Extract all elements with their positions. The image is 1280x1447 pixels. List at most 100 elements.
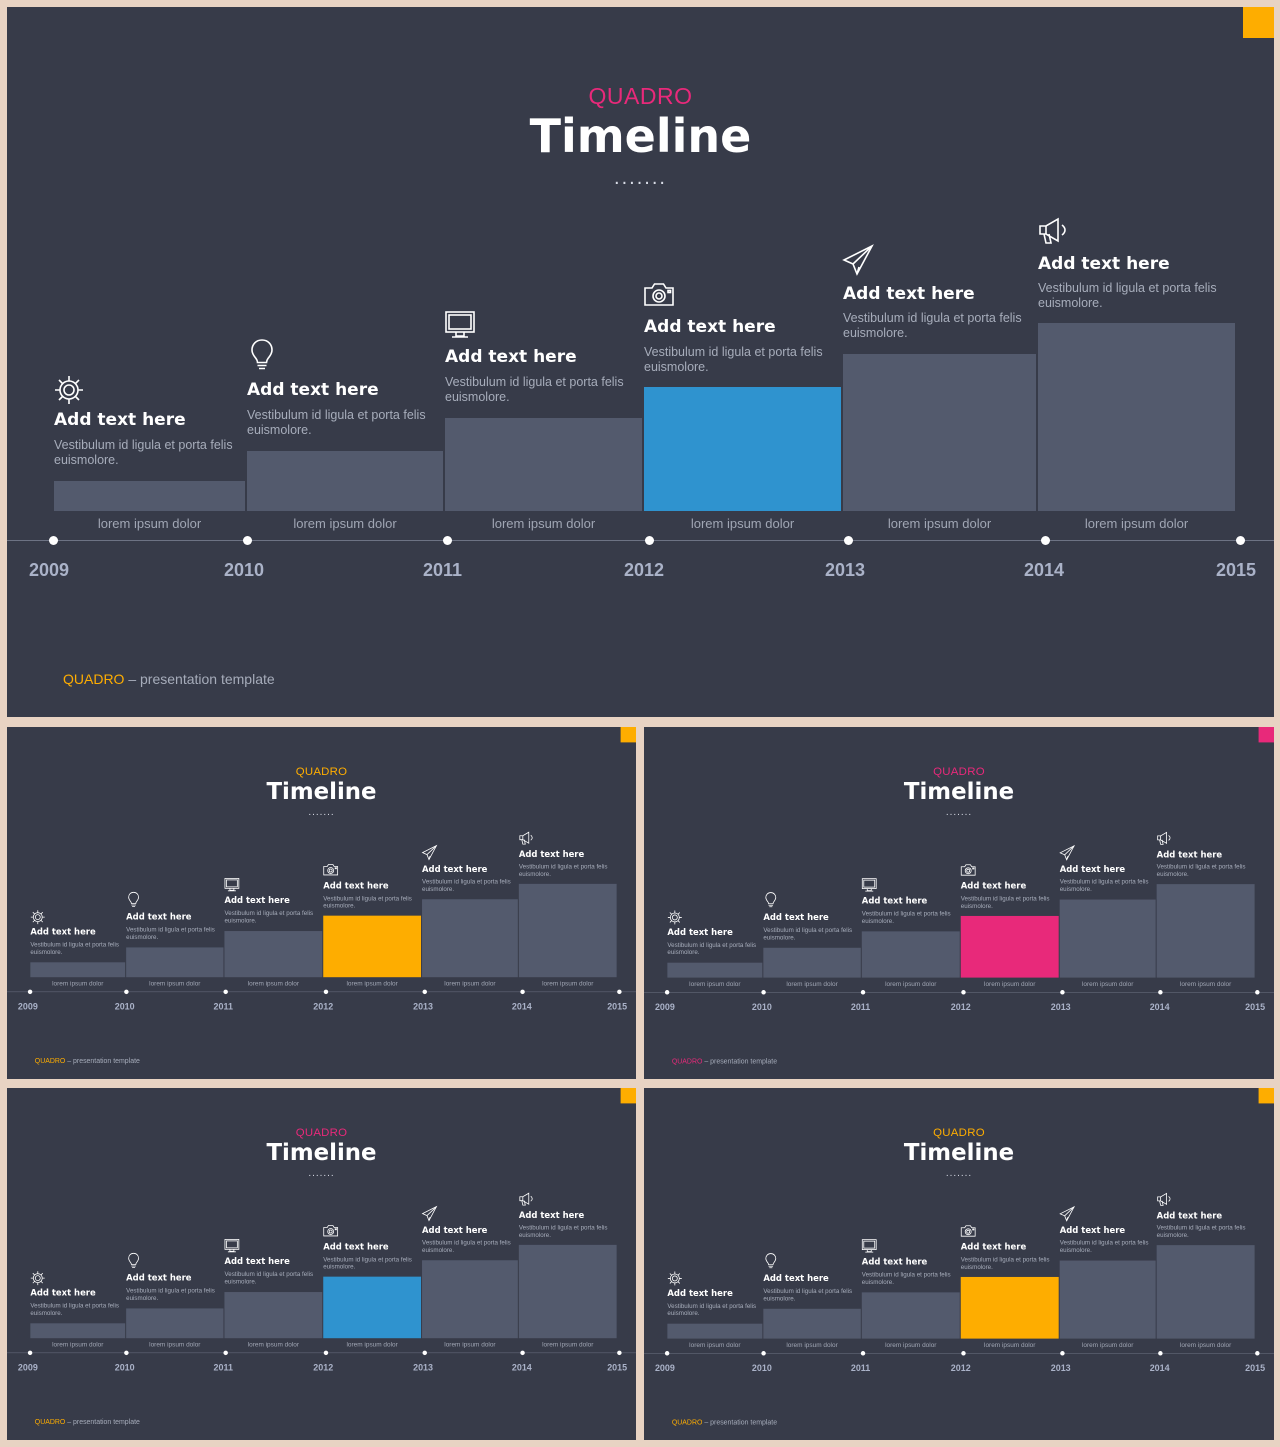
timeline-bar <box>518 883 617 978</box>
step-title: Add text here <box>224 895 290 906</box>
gear-icon <box>29 909 46 926</box>
lightbulb-icon <box>245 337 279 371</box>
timeline-marker <box>1254 990 1260 995</box>
timeline-marker <box>616 1350 622 1356</box>
timeline-marker <box>1157 1351 1163 1356</box>
megaphone-icon <box>518 830 535 847</box>
footer-brand: QUADRO <box>671 1418 703 1427</box>
step-caption: lorem ipsum dolor <box>52 979 104 988</box>
year-label: 2011 <box>423 560 463 580</box>
brand-label: QUADRO <box>295 764 348 778</box>
step-title: Add text here <box>54 410 186 430</box>
step-title: Add text here <box>126 1273 192 1284</box>
step-title: Add text here <box>445 347 577 367</box>
timeline-marker <box>860 990 866 995</box>
camera-icon <box>960 861 977 878</box>
slide-content: QUADRO Timeline....... Add text here Vestib… <box>644 727 1274 1079</box>
year-label: 2012 <box>313 1001 334 1012</box>
step-caption: lorem ipsum dolor <box>887 516 992 531</box>
year-label: 2013 <box>825 560 866 580</box>
title-divider-dots: ....... <box>945 806 973 818</box>
step-description: Vestibulum id ligula et porta felis euis… <box>30 1301 119 1317</box>
timeline-marker <box>422 989 427 995</box>
slide-thumbnail[interactable]: QUADRO Timeline....... Add text here Vestib… <box>644 727 1274 1079</box>
step-title: Add text here <box>323 880 389 891</box>
step-description: Vestibulum id ligula et porta felis euis… <box>30 940 119 956</box>
year-label: 2009 <box>17 1362 38 1373</box>
year-label: 2012 <box>950 1001 971 1012</box>
timeline-marker <box>422 1350 427 1356</box>
step-description: Vestibulum id ligula et porta felis euis… <box>763 1287 853 1302</box>
timeline-bar <box>1038 323 1235 511</box>
title-divider-dots: ....... <box>614 167 667 189</box>
step-caption: lorem ipsum dolor <box>786 1341 838 1349</box>
lightbulb-icon <box>762 1252 779 1269</box>
corner-accent <box>620 1088 636 1104</box>
footer-text: – presentation template <box>65 1417 140 1426</box>
step-description: Vestibulum id ligula et porta felis euis… <box>323 1255 412 1271</box>
paper-plane-icon <box>421 1205 438 1222</box>
timeline-bar <box>422 899 518 978</box>
timeline-marker <box>223 989 228 995</box>
timeline-bar <box>1156 884 1255 978</box>
corner-accent <box>1243 7 1274 38</box>
timeline-marker <box>1059 990 1065 995</box>
slide-content: QUADRO Timeline....... Add text here Vestib… <box>7 727 636 1079</box>
year-label: 2010 <box>751 1001 772 1012</box>
step-description: Vestibulum id ligula et porta felis euis… <box>224 1270 314 1286</box>
slide-thumbnail[interactable]: QUADRO Timeline....... Add text here Vestib… <box>644 1088 1274 1440</box>
year-label: 2011 <box>850 1001 871 1012</box>
step-caption: lorem ipsum dolor <box>293 516 397 531</box>
step-description: Vestibulum id ligula et porta felis euis… <box>1038 281 1217 310</box>
timeline-bar <box>247 451 443 511</box>
timeline-marker <box>664 990 670 995</box>
timeline-bar <box>126 1308 224 1339</box>
step-title: Add text here <box>861 1257 928 1268</box>
step-description: Vestibulum id ligula et porta felis euis… <box>763 926 853 941</box>
step-caption: lorem ipsum dolor <box>1084 516 1189 531</box>
timeline-marker <box>323 989 328 995</box>
timeline-bar <box>861 931 960 978</box>
timeline-marker <box>843 536 853 545</box>
page-title: Timeline <box>266 1138 377 1166</box>
timeline-bar <box>667 962 763 978</box>
slide-thumbnail[interactable]: QUADRO Timeline....... Add text here Vestib… <box>7 1088 636 1440</box>
year-label: 2014 <box>1149 1001 1170 1012</box>
step-caption: lorem ipsum dolor <box>690 516 795 531</box>
step-title: Add text here <box>667 1288 733 1299</box>
slide-thumbnail[interactable]: QUADRO Timeline....... Add text here Vestib… <box>7 727 636 1079</box>
year-label: 2009 <box>654 1001 675 1012</box>
year-label: 2014 <box>1149 1362 1170 1373</box>
footer: QUADRO – presentation template <box>35 1057 140 1065</box>
main-slide: QUADRO Timeline....... Add text here Vestib… <box>7 7 1274 717</box>
paper-plane-icon <box>421 844 438 861</box>
footer: QUADRO – presentation template <box>63 671 275 687</box>
timeline-marker <box>27 1350 33 1356</box>
step-caption: lorem ipsum dolor <box>1081 980 1134 988</box>
timeline-marker <box>616 989 622 995</box>
timeline-bar <box>323 1276 422 1339</box>
step-caption: lorem ipsum dolor <box>346 979 398 988</box>
step-caption: lorem ipsum dolor <box>247 979 299 988</box>
step-description: Vestibulum id ligula et porta felis euis… <box>323 894 412 910</box>
timeline-marker <box>223 1350 228 1356</box>
step-title: Add text here <box>763 1273 829 1284</box>
timeline-bar <box>763 947 861 978</box>
step-description: Vestibulum id ligula et porta felis euis… <box>247 408 426 437</box>
lightbulb-icon <box>762 891 779 908</box>
step-caption: lorem ipsum dolor <box>885 980 937 988</box>
timeline-marker <box>960 1351 966 1356</box>
year-label: 2015 <box>1216 560 1257 580</box>
step-title: Add text here <box>30 1288 96 1298</box>
timeline-marker <box>960 990 966 995</box>
brand-label: QUADRO <box>588 83 693 109</box>
step-description: Vestibulum id ligula et porta felis euis… <box>1156 1224 1246 1239</box>
step-caption: lorem ipsum dolor <box>984 980 1036 988</box>
step-title: Add text here <box>1059 864 1126 875</box>
step-description: Vestibulum id ligula et porta felis euis… <box>960 895 1050 910</box>
timeline-marker <box>761 990 766 995</box>
step-title: Add text here <box>247 380 379 400</box>
step-description: Vestibulum id ligula et porta felis euis… <box>644 345 823 374</box>
timeline-bar <box>763 1308 861 1339</box>
step-caption: lorem ipsum dolor <box>1081 1341 1134 1349</box>
